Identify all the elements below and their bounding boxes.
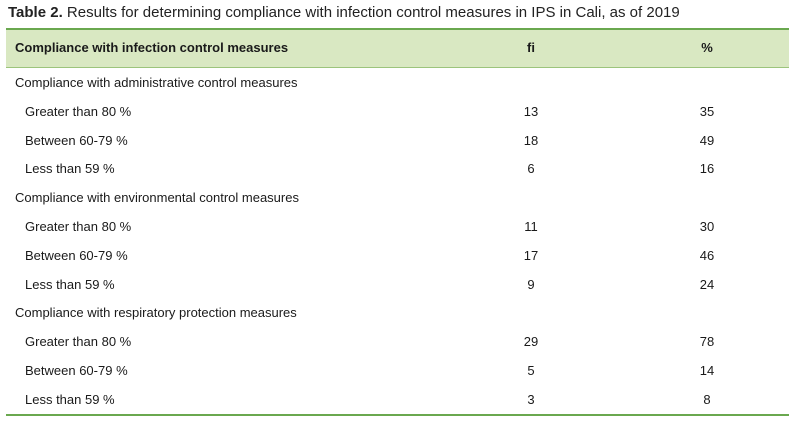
table-body: Compliance with administrative control m… (6, 68, 789, 414)
row-percent: 14 (699, 362, 715, 378)
row-label: Less than 59 % (25, 276, 115, 292)
row-fi: 11 (524, 218, 538, 234)
group-row: Compliance with respiratory protection m… (6, 298, 789, 327)
row-percent: 30 (699, 218, 715, 234)
row-fi: 18 (523, 132, 539, 148)
row-label: Between 60-79 % (25, 362, 128, 378)
table-row: Between 60-79 % 18 49 (6, 126, 789, 155)
table-caption-text: Results for determining compliance with … (66, 4, 680, 21)
table-row: Between 60-79 % 5 14 (6, 356, 789, 385)
row-percent: 16 (699, 161, 715, 177)
row-percent: 49 (699, 132, 715, 148)
table-row: Greater than 80 % 11 30 (6, 212, 789, 241)
header-measure: Compliance with infection control measur… (15, 40, 289, 55)
row-label: Between 60-79 % (25, 247, 128, 263)
row-label: Greater than 80 % (25, 218, 132, 234)
table-caption-label: Table 2. (8, 4, 63, 21)
group-row: Compliance with environmental control me… (6, 183, 789, 212)
row-label: Greater than 80 % (25, 103, 132, 119)
group-title: Compliance with respiratory protection m… (15, 305, 297, 321)
row-label: Greater than 80 % (25, 334, 132, 350)
row-fi: 17 (523, 247, 539, 263)
group-title: Compliance with environmental control me… (15, 190, 299, 206)
row-label: Less than 59 % (25, 391, 115, 407)
row-percent: 35 (699, 103, 715, 119)
group-row: Compliance with administrative control m… (6, 68, 789, 97)
row-fi: 29 (523, 334, 539, 350)
table-row: Less than 59 % 3 8 (6, 385, 789, 414)
row-fi: 5 (527, 362, 535, 378)
table-caption: Table 2. Results for determining complia… (8, 4, 680, 22)
table-row: Less than 59 % 6 16 (6, 154, 789, 183)
table-row: Greater than 80 % 29 78 (6, 327, 789, 356)
table-row: Less than 59 % 9 24 (6, 270, 789, 299)
row-percent: 46 (699, 247, 715, 263)
header-percent: % (701, 40, 713, 55)
table-row: Between 60-79 % 17 46 (6, 241, 789, 270)
row-fi: 9 (527, 276, 535, 292)
row-fi: 3 (527, 391, 535, 407)
row-label: Less than 59 % (25, 161, 115, 177)
group-title: Compliance with administrative control m… (15, 75, 298, 90)
header-fi: fi (527, 40, 535, 55)
row-percent: 8 (703, 391, 711, 407)
table-bottom-rule (6, 413, 789, 416)
row-label: Between 60-79 % (25, 132, 128, 148)
row-percent: 24 (699, 276, 715, 292)
compliance-table: Compliance with infection control measur… (6, 28, 789, 416)
table-row: Greater than 80 % 13 35 (6, 97, 789, 126)
row-fi: 6 (527, 161, 535, 177)
row-percent: 78 (699, 334, 715, 350)
row-fi: 13 (523, 103, 539, 119)
table-header: Compliance with infection control measur… (6, 28, 789, 68)
